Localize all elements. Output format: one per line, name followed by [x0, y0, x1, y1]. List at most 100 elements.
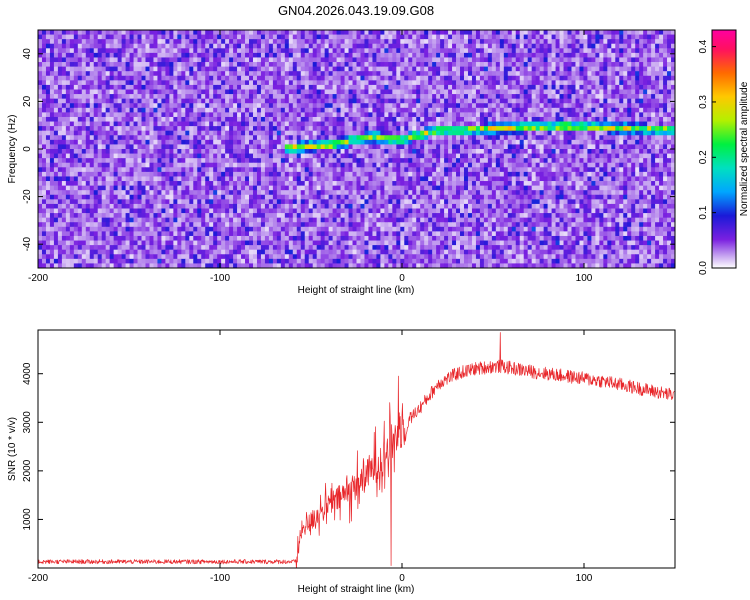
heatmap-cell: [41, 98, 47, 104]
heatmap-cell: [237, 48, 242, 54]
heatmap-cell: [332, 107, 337, 113]
heatmap-cell: [296, 162, 302, 168]
heatmap-cell: [575, 153, 580, 159]
heatmap-cell: [41, 62, 47, 68]
heatmap-cell: [551, 135, 556, 141]
heatmap-cell: [535, 112, 541, 118]
heatmap-cell: [165, 116, 170, 122]
heatmap-cell: [77, 112, 83, 118]
heatmap-cell: [328, 139, 334, 145]
heatmap-cell: [627, 39, 632, 45]
heatmap-cell: [181, 62, 186, 68]
heatmap-cell: [97, 107, 103, 113]
heatmap-cell: [237, 149, 242, 154]
heatmap-cell: [523, 94, 529, 100]
heatmap-cell: [53, 75, 59, 81]
heatmap-cell: [97, 43, 103, 49]
heatmap-cell: [631, 71, 636, 77]
heatmap-cell: [587, 116, 592, 122]
heatmap-cell: [233, 75, 238, 81]
heatmap-cell: [165, 158, 170, 164]
heatmap-cell: [252, 158, 258, 164]
heatmap-cell: [320, 130, 326, 136]
heatmap-cell: [360, 103, 365, 109]
heatmap-cell: [177, 48, 182, 54]
heatmap-cell: [623, 167, 628, 173]
heatmap-cell: [225, 158, 230, 164]
heatmap-cell: [535, 30, 541, 35]
heatmap-cell: [651, 75, 656, 81]
heatmap-cell: [428, 139, 433, 145]
heatmap-cell: [595, 121, 600, 127]
heatmap-cell: [515, 52, 521, 58]
heatmap-cell: [109, 153, 115, 159]
heatmap-cell: [252, 80, 258, 86]
heatmap-cell: [233, 121, 238, 127]
heatmap-cell: [340, 94, 345, 100]
heatmap-cell: [511, 112, 517, 118]
heatmap-cell: [65, 171, 71, 177]
heatmap-cell: [276, 75, 282, 81]
heatmap-cell: [288, 116, 294, 122]
heatmap-cell: [256, 71, 262, 77]
heatmap-cell: [312, 89, 318, 95]
heatmap-cell: [479, 30, 485, 35]
heatmap-cell: [635, 149, 640, 154]
heatmap-cell: [93, 112, 99, 118]
heatmap-cell: [452, 48, 457, 54]
heatmap-cell: [280, 126, 286, 132]
heatmap-cell: [89, 121, 95, 127]
heatmap-cell: [551, 66, 556, 72]
heatmap-cell: [595, 153, 600, 159]
heatmap-cell: [519, 66, 525, 72]
heatmap-cell: [535, 130, 541, 136]
heatmap-cell: [523, 52, 529, 58]
heatmap-cell: [420, 52, 425, 58]
heatmap-cell: [467, 71, 473, 77]
heatmap-cell: [137, 94, 142, 100]
heatmap-cell: [173, 30, 178, 35]
heatmap-cell: [432, 167, 437, 173]
heatmap-cell: [463, 57, 469, 63]
heatmap-cell: [49, 89, 55, 95]
heatmap-cell: [133, 52, 138, 58]
heatmap-cell: [73, 153, 79, 159]
heatmap-cell: [157, 94, 162, 100]
heatmap-cell: [284, 48, 290, 54]
heatmap-cell: [571, 57, 576, 63]
heatmap-cell: [332, 48, 337, 54]
heatmap-cell: [93, 80, 99, 86]
heatmap-cell: [264, 89, 270, 95]
heatmap-cell: [169, 158, 174, 164]
heatmap-cell: [404, 80, 409, 86]
heatmap-cell: [189, 167, 194, 173]
heatmap-cell: [145, 167, 150, 173]
heatmap-cell: [471, 75, 477, 81]
heatmap-cell: [348, 112, 353, 118]
heatmap-cell: [635, 121, 640, 127]
heatmap-cell: [209, 62, 214, 68]
heatmap-cell: [149, 130, 154, 136]
heatmap-cell: [193, 107, 198, 113]
heatmap-cell: [575, 158, 580, 164]
heatmap-cell: [671, 153, 675, 159]
heatmap-cell: [531, 75, 537, 81]
heatmap-cell: [491, 66, 497, 72]
heatmap-cell: [137, 48, 142, 54]
heatmap-cell: [276, 112, 282, 118]
heatmap-cell: [611, 130, 616, 136]
heatmap-cell: [260, 84, 266, 90]
heatmap-cell: [627, 126, 632, 132]
heatmap-cell: [611, 62, 616, 68]
heatmap-cell: [89, 80, 95, 86]
heatmap-cell: [141, 149, 146, 154]
heatmap-cell: [651, 103, 656, 109]
heatmap-cell: [432, 52, 437, 58]
heatmap-cell: [141, 126, 146, 132]
heatmap-cell: [440, 98, 445, 104]
heatmap-cell: [400, 130, 405, 136]
heatmap-cell: [296, 62, 302, 68]
heatmap-cell: [81, 121, 87, 127]
heatmap-cell: [567, 89, 572, 95]
heatmap-cell: [364, 75, 369, 81]
